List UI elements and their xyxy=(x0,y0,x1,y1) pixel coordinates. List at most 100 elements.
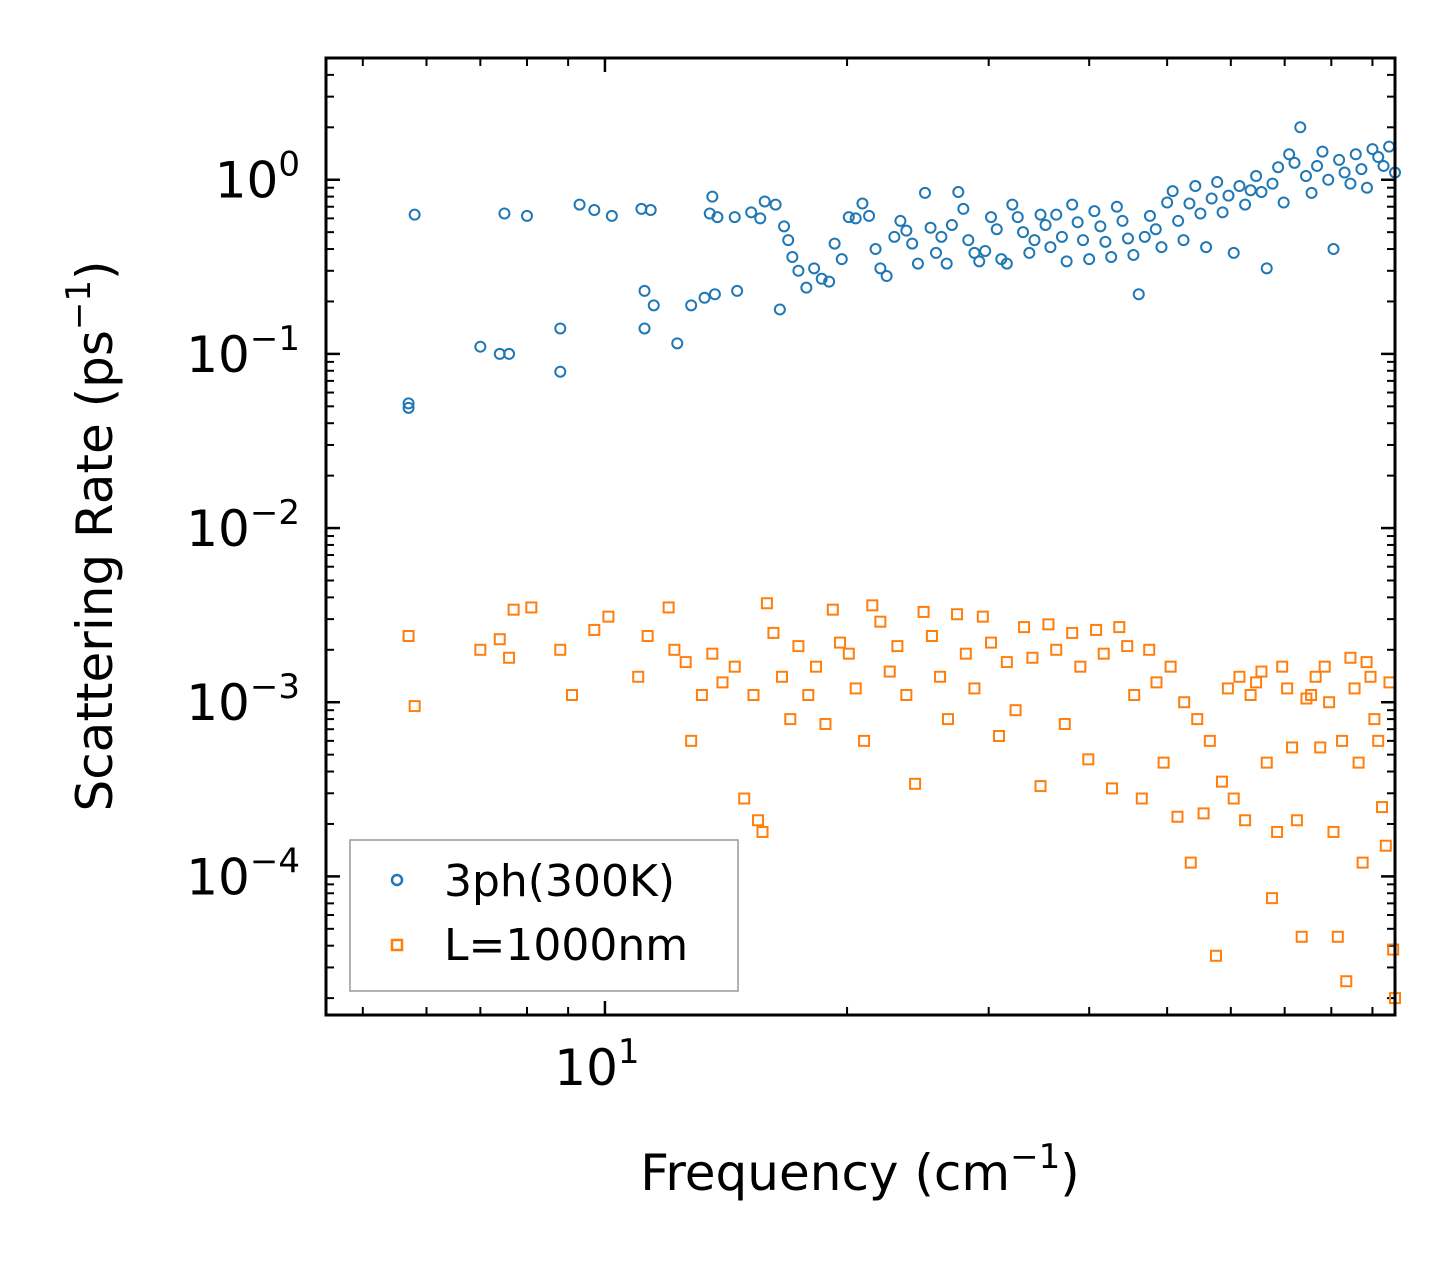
legend-box xyxy=(349,839,739,992)
x-axis-title: Frequency (cm−1) xyxy=(640,1137,1080,1202)
point-l1000nm xyxy=(641,630,654,643)
point-l1000nm xyxy=(1191,713,1204,726)
point-l1000nm xyxy=(1221,682,1234,695)
point-3ph xyxy=(911,257,924,270)
point-l1000nm xyxy=(1281,682,1294,695)
point-3ph xyxy=(402,397,415,410)
point-l1000nm xyxy=(1318,660,1331,673)
point-3ph xyxy=(1194,207,1207,220)
point-3ph xyxy=(792,264,805,277)
point-l1000nm xyxy=(874,615,887,628)
point-l1000nm xyxy=(866,599,879,612)
point-l1000nm xyxy=(1356,856,1369,869)
point-l1000nm xyxy=(760,597,773,610)
point-l1000nm xyxy=(602,610,615,623)
point-l1000nm xyxy=(792,640,805,653)
point-l1000nm xyxy=(474,643,487,656)
point-l1000nm xyxy=(1372,734,1385,747)
point-3ph xyxy=(588,204,601,217)
point-3ph xyxy=(1132,288,1145,301)
tick-labels: 101 100 10−1 10−2 10−3 10−4 xyxy=(186,145,639,1097)
point-3ph xyxy=(638,322,651,335)
point-l1000nm xyxy=(917,605,930,618)
point-3ph xyxy=(1166,185,1179,198)
point-l1000nm xyxy=(784,713,797,726)
point-l1000nm xyxy=(819,717,832,730)
point-l1000nm xyxy=(662,601,675,614)
point-l1000nm xyxy=(493,633,506,646)
point-3ph xyxy=(835,253,848,266)
point-3ph xyxy=(786,251,799,264)
point-l1000nm xyxy=(909,777,922,790)
point-l1000nm xyxy=(900,689,913,702)
point-l1000nm xyxy=(695,689,708,702)
point-3ph xyxy=(1200,241,1213,254)
point-3ph xyxy=(874,262,887,275)
point-l1000nm xyxy=(1113,621,1126,634)
point-3ph xyxy=(1239,198,1252,211)
point-3ph xyxy=(1039,218,1052,231)
point-3ph xyxy=(945,218,958,231)
point-3ph xyxy=(554,365,567,378)
point-3ph xyxy=(498,207,511,220)
y-tick-label: 10−2 xyxy=(186,493,300,558)
point-l1000nm xyxy=(1150,676,1163,689)
point-3ph xyxy=(1255,186,1268,199)
point-l1000nm xyxy=(951,608,964,621)
point-l1000nm xyxy=(1203,734,1216,747)
point-3ph xyxy=(1311,159,1324,172)
point-3ph xyxy=(1244,184,1257,197)
point-3ph xyxy=(1233,180,1246,193)
point-l1000nm xyxy=(834,636,847,649)
point-3ph xyxy=(758,195,771,208)
point-l1000nm xyxy=(1360,656,1373,669)
point-l1000nm xyxy=(1128,689,1141,702)
point-3ph xyxy=(1011,211,1024,224)
point-3ph xyxy=(900,224,913,237)
point-l1000nm xyxy=(802,689,815,702)
point-3ph xyxy=(1305,186,1318,199)
point-3ph xyxy=(671,337,684,350)
point-3ph xyxy=(1077,234,1090,247)
point-3ph xyxy=(1205,192,1218,205)
point-3ph xyxy=(647,299,660,312)
point-3ph xyxy=(957,202,970,215)
point-3ph xyxy=(685,299,698,312)
point-3ph xyxy=(1294,121,1307,134)
point-l1000nm xyxy=(1250,676,1263,689)
point-3ph xyxy=(1250,170,1263,183)
point-3ph xyxy=(1055,230,1068,243)
point-3ph xyxy=(1288,156,1301,169)
point-l1000nm xyxy=(993,729,1006,742)
point-3ph xyxy=(828,237,841,250)
point-l1000nm xyxy=(679,656,692,669)
point-3ph xyxy=(605,209,618,222)
point-l1000nm xyxy=(1135,792,1148,805)
point-3ph xyxy=(402,401,415,414)
point-l1000nm xyxy=(1097,647,1110,660)
y-tick-label: 10−4 xyxy=(186,841,300,906)
point-3ph xyxy=(962,234,975,247)
point-3ph xyxy=(1121,232,1134,245)
point-l1000nm xyxy=(976,610,989,623)
point-l1000nm xyxy=(1336,734,1349,747)
point-l1000nm xyxy=(1106,782,1119,795)
point-l1000nm xyxy=(1352,756,1365,769)
point-l1000nm xyxy=(747,689,760,702)
y-axis-title: Scattering Rate (ps−1) xyxy=(59,260,124,811)
point-l1000nm xyxy=(1290,814,1303,827)
point-l1000nm xyxy=(1090,623,1103,636)
point-3ph xyxy=(554,322,567,335)
legend-label-3ph: 3ph(300K) xyxy=(444,856,675,907)
point-l1000nm xyxy=(810,660,823,673)
point-3ph xyxy=(1349,148,1362,161)
point-3ph xyxy=(1044,241,1057,254)
point-3ph xyxy=(711,211,724,224)
point-3ph xyxy=(924,221,937,234)
point-l1000nm xyxy=(1348,682,1361,695)
point-l1000nm xyxy=(588,623,601,636)
point-3ph xyxy=(930,246,943,259)
point-3ph xyxy=(973,255,986,268)
point-3ph xyxy=(1222,189,1235,202)
point-l1000nm xyxy=(1171,810,1184,823)
